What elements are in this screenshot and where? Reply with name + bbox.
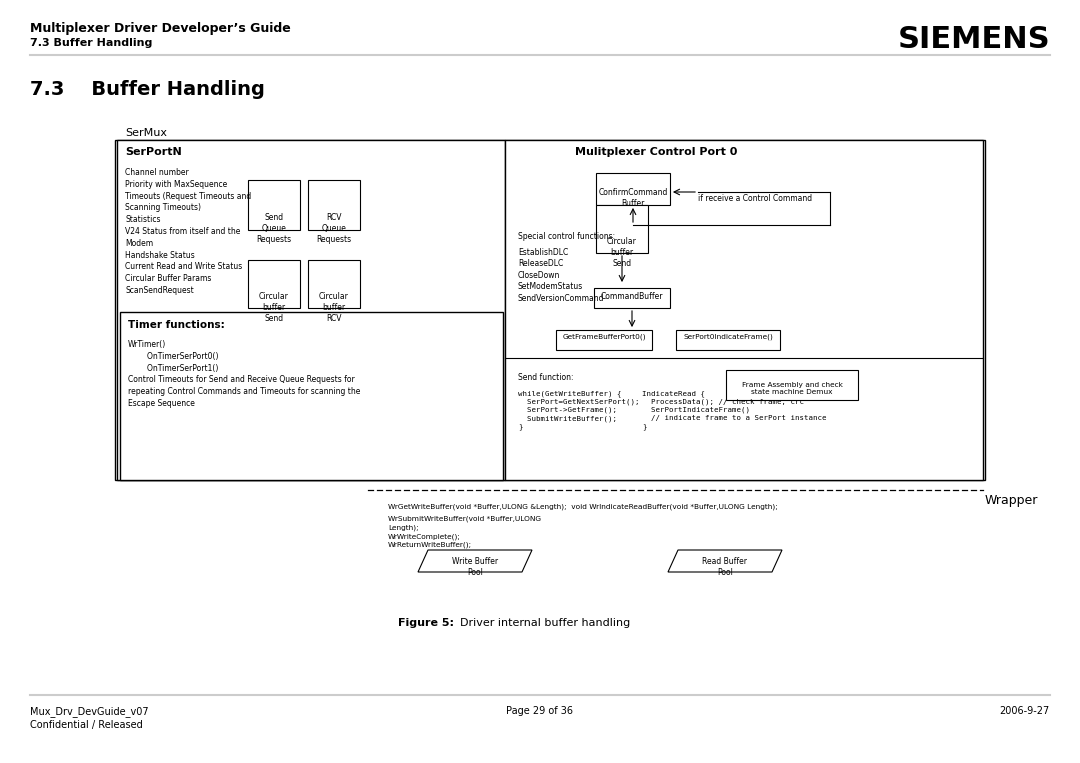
- Text: Frame Assembly and check
state machine Demux: Frame Assembly and check state machine D…: [742, 382, 842, 395]
- Text: SerPort0IndicateFrame(): SerPort0IndicateFrame(): [683, 334, 773, 340]
- Text: Send function:: Send function:: [518, 373, 573, 382]
- Text: SerMux: SerMux: [125, 128, 167, 138]
- Text: Mux_Drv_DevGuide_v07: Mux_Drv_DevGuide_v07: [30, 706, 149, 717]
- Bar: [726, 370, 858, 400]
- Polygon shape: [669, 550, 782, 572]
- Text: WrSubmitWriteBuffer(void *Buffer,ULONG
Length);
WrWriteComplete();
WrReturnWrite: WrSubmitWriteBuffer(void *Buffer,ULONG L…: [388, 516, 541, 548]
- Text: IndicateRead {
  ProcessData(); // check frame, crc
  SerPortIndicateFrame()
  /: IndicateRead { ProcessData(); // check f…: [642, 390, 826, 430]
- Text: 2006-9-27: 2006-9-27: [1000, 706, 1050, 716]
- Bar: [308, 180, 360, 230]
- Text: Confidential / Released: Confidential / Released: [30, 720, 143, 730]
- Text: Read Buffer
Pool: Read Buffer Pool: [702, 557, 747, 577]
- Text: Write Buffer
Pool: Write Buffer Pool: [451, 557, 498, 577]
- Polygon shape: [418, 550, 532, 572]
- Text: Circular
buffer
Send: Circular buffer Send: [259, 292, 289, 324]
- Bar: [114, 140, 985, 480]
- Text: EstablishDLC
ReleaseDLC
CloseDown
SetModemStatus
SendVersionCommand: EstablishDLC ReleaseDLC CloseDown SetMod…: [518, 248, 605, 303]
- Text: 7.3 Buffer Handling: 7.3 Buffer Handling: [30, 38, 152, 48]
- Text: Circular
buffer
Send: Circular buffer Send: [607, 237, 637, 269]
- Bar: [596, 205, 648, 253]
- Text: GetFrameBufferPort0(): GetFrameBufferPort0(): [563, 334, 646, 340]
- Text: SerPortN: SerPortN: [125, 147, 181, 157]
- Text: SIEMENS: SIEMENS: [897, 25, 1050, 54]
- Bar: [505, 140, 983, 480]
- Text: Channel number
Priority with MaxSequence
Timeouts (Request Timeouts and
Scanning: Channel number Priority with MaxSequence…: [125, 168, 252, 295]
- Text: 7.3    Buffer Handling: 7.3 Buffer Handling: [30, 80, 265, 99]
- Bar: [596, 173, 670, 205]
- Text: Wrapper: Wrapper: [985, 494, 1038, 507]
- Text: WrTimer()
        OnTimerSerPort0()
        OnTimerSerPort1()
Control Timeouts f: WrTimer() OnTimerSerPort0() OnTimerSerPo…: [129, 340, 361, 408]
- Text: Mulitplexer Control Port 0: Mulitplexer Control Port 0: [575, 147, 738, 157]
- Bar: [120, 312, 503, 480]
- Text: Page 29 of 36: Page 29 of 36: [507, 706, 573, 716]
- Text: CommandBuffer: CommandBuffer: [600, 292, 663, 301]
- Bar: [117, 140, 505, 480]
- Bar: [556, 330, 652, 350]
- Bar: [594, 288, 670, 308]
- Bar: [248, 180, 300, 230]
- Text: Circular
buffer
RCV: Circular buffer RCV: [319, 292, 349, 324]
- Text: if receive a Control Command: if receive a Control Command: [698, 194, 812, 203]
- Text: Driver internal buffer handling: Driver internal buffer handling: [453, 618, 631, 628]
- Text: ConfirmCommand
Buffer: ConfirmCommand Buffer: [598, 188, 667, 208]
- Text: Multiplexer Driver Developer’s Guide: Multiplexer Driver Developer’s Guide: [30, 22, 291, 35]
- Bar: [308, 260, 360, 308]
- Text: while(GetWriteBuffer) {
  SerPort=GetNextSerPort();
  SerPort->GetFrame();
  Sub: while(GetWriteBuffer) { SerPort=GetNextS…: [518, 390, 639, 430]
- Bar: [676, 330, 780, 350]
- Text: WrGetWriteBuffer(void *Buffer,ULONG &Length);  void WrIndicateReadBuffer(void *B: WrGetWriteBuffer(void *Buffer,ULONG &Len…: [388, 503, 778, 510]
- Text: Send
Queue
Requests: Send Queue Requests: [256, 213, 292, 244]
- Bar: [248, 260, 300, 308]
- Text: Timer functions:: Timer functions:: [129, 320, 225, 330]
- Text: RCV
Queue
Requests: RCV Queue Requests: [316, 213, 352, 244]
- Text: Special control functions:: Special control functions:: [518, 232, 616, 241]
- Text: Figure 5:: Figure 5:: [399, 618, 454, 628]
